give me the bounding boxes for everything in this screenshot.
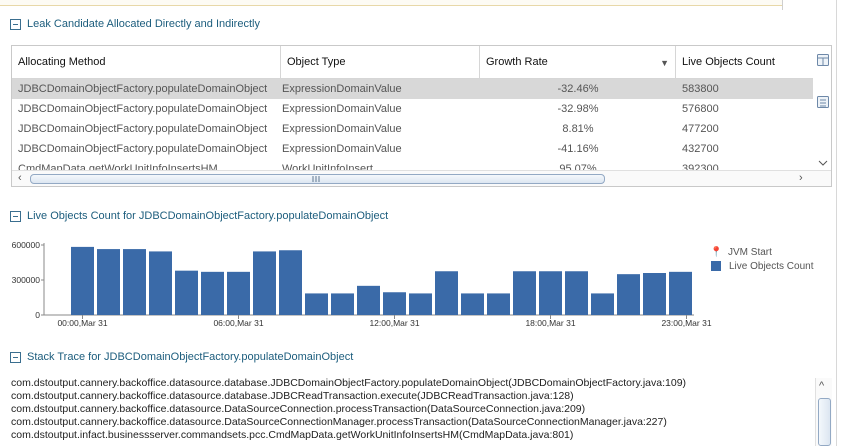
bar xyxy=(591,293,614,315)
stack-section-header[interactable]: Stack Trace for JDBCDomainObjectFactory.… xyxy=(10,349,353,365)
bar xyxy=(201,271,224,315)
table-side-controls xyxy=(817,52,829,172)
chart-svg: 0 300000 600000 00:00,Mar 31 06:00,Mar 31 12:… xyxy=(12,240,712,328)
bar xyxy=(643,273,666,315)
cell-method: JDBCDomainObjectFactory.populateDomainOb… xyxy=(18,103,268,115)
horizontal-scrollbar[interactable]: ‹ › xyxy=(12,170,831,186)
y-tick-label: 0 xyxy=(35,310,40,320)
x-tick-label: 00:00,Mar 31 xyxy=(57,318,107,328)
scroll-right-icon[interactable]: › xyxy=(799,172,803,184)
collapse-icon[interactable] xyxy=(10,351,21,363)
cell-count: 477200 xyxy=(682,123,719,135)
cell-type: ExpressionDomainValue xyxy=(282,123,402,135)
leak-section-header[interactable]: Leak Candidate Allocated Directly and In… xyxy=(10,16,260,32)
bar xyxy=(175,270,198,315)
table-row[interactable]: JDBCDomainObjectFactory.populateDomainOb… xyxy=(12,79,813,99)
stack-line: com.dstoutput.cannery.backoffice.datasou… xyxy=(11,390,574,402)
bar xyxy=(97,249,120,315)
grip-icon xyxy=(312,176,320,182)
bar xyxy=(357,285,380,315)
cell-growth: 8.81% xyxy=(562,123,594,135)
bar xyxy=(71,246,94,315)
legend-swatch xyxy=(711,261,721,271)
table-header: Allocating Method Object Type Growth Rat… xyxy=(12,46,813,79)
stack-line: com.dstoutput.cannery.backoffice.datasou… xyxy=(11,403,586,415)
divider xyxy=(836,0,837,446)
table-row[interactable]: JDBCDomainObjectFactory.populateDomainOb… xyxy=(12,119,813,139)
cell-method: JDBCDomainObjectFactory.populateDomainOb… xyxy=(18,143,268,155)
stack-section-title: Stack Trace for JDBCDomainObjectFactory.… xyxy=(27,351,354,363)
bar xyxy=(331,293,354,315)
chart-legend: 📍 JVM Start Live Objects Count xyxy=(710,245,814,273)
bar xyxy=(279,250,302,315)
divider xyxy=(782,0,783,10)
cell-count: 576800 xyxy=(682,103,719,115)
leak-candidates-table: Allocating Method Object Type Growth Rat… xyxy=(11,45,832,187)
collapse-icon[interactable] xyxy=(10,18,21,30)
bar xyxy=(539,271,562,315)
table-row[interactable]: JDBCDomainObjectFactory.populateDomainOb… xyxy=(12,99,813,119)
sort-icon[interactable]: ▼ xyxy=(660,58,669,68)
scroll-thumb[interactable] xyxy=(818,398,831,446)
bar xyxy=(669,271,692,315)
column-header-growth-rate[interactable]: Growth Rate ▼ xyxy=(480,46,676,78)
live-section-header[interactable]: Live Objects Count for JDBCDomainObjectF… xyxy=(10,208,388,224)
x-tick-label: 18:00,Mar 31 xyxy=(525,318,575,328)
cell-count: 432700 xyxy=(682,143,719,155)
bar xyxy=(123,249,146,315)
collapse-icon[interactable] xyxy=(10,210,21,222)
stack-line: com.dstoutput.cannery.backoffice.datasou… xyxy=(11,416,667,428)
bar xyxy=(617,274,640,315)
legend-item-live-objects: Live Objects Count xyxy=(710,259,814,273)
bar xyxy=(305,293,328,315)
bar xyxy=(565,271,588,315)
live-objects-chart: 0 300000 600000 00:00,Mar 31 06:00,Mar 31 12:… xyxy=(0,232,836,332)
scroll-thumb[interactable] xyxy=(30,174,605,184)
legend-item-jvm-start: 📍 JVM Start xyxy=(710,246,772,258)
bar xyxy=(461,293,484,315)
bar xyxy=(435,271,458,315)
table-row[interactable]: JDBCDomainObjectFactory.populateDomainOb… xyxy=(12,139,813,159)
x-tick-label: 06:00,Mar 31 xyxy=(213,318,263,328)
pin-icon: 📍 xyxy=(710,246,723,258)
cell-type: ExpressionDomainValue xyxy=(282,103,402,115)
live-section-title: Live Objects Count for JDBCDomainObjectF… xyxy=(27,210,389,222)
x-tick-label: 23:00,Mar 31 xyxy=(661,318,711,328)
bar xyxy=(487,293,510,315)
y-tick-label: 300000 xyxy=(12,275,41,285)
cell-growth: -32.46% xyxy=(557,83,599,95)
bar xyxy=(409,293,432,315)
stack-line: com.dstoutput.infact.businessserver.comm… xyxy=(11,429,574,441)
cell-type: ExpressionDomainValue xyxy=(282,143,402,155)
x-tick-label: 12:00,Mar 31 xyxy=(369,318,419,328)
stack-trace-scrollbar[interactable]: ^ xyxy=(815,378,832,446)
bar xyxy=(227,271,250,315)
cell-count: 583800 xyxy=(682,83,719,95)
leak-section-title: Leak Candidate Allocated Directly and In… xyxy=(27,18,260,30)
scroll-left-icon[interactable]: ‹ xyxy=(18,172,22,184)
column-header-allocating-method[interactable]: Allocating Method xyxy=(12,46,281,78)
stack-line: com.dstoutput.cannery.backoffice.datasou… xyxy=(11,377,687,389)
cell-method: JDBCDomainObjectFactory.populateDomainOb… xyxy=(18,123,268,135)
scroll-up-icon[interactable]: ^ xyxy=(819,380,825,392)
column-header-object-type[interactable]: Object Type xyxy=(281,46,480,78)
bar xyxy=(149,251,172,315)
cell-type: ExpressionDomainValue xyxy=(282,83,402,95)
cell-growth: -32.98% xyxy=(557,103,599,115)
bar xyxy=(383,292,406,315)
bar xyxy=(513,271,536,315)
cell-method: JDBCDomainObjectFactory.populateDomainOb… xyxy=(18,83,268,95)
bar xyxy=(253,251,276,315)
top-panel-edge xyxy=(0,0,782,6)
column-header-live-objects-count[interactable]: Live Objects Count xyxy=(682,56,775,68)
column-chooser-icon[interactable] xyxy=(817,52,829,172)
cell-growth: -41.16% xyxy=(557,143,599,155)
y-tick-label: 600000 xyxy=(12,240,41,250)
stack-trace[interactable]: com.dstoutput.cannery.backoffice.datasou… xyxy=(11,377,811,442)
